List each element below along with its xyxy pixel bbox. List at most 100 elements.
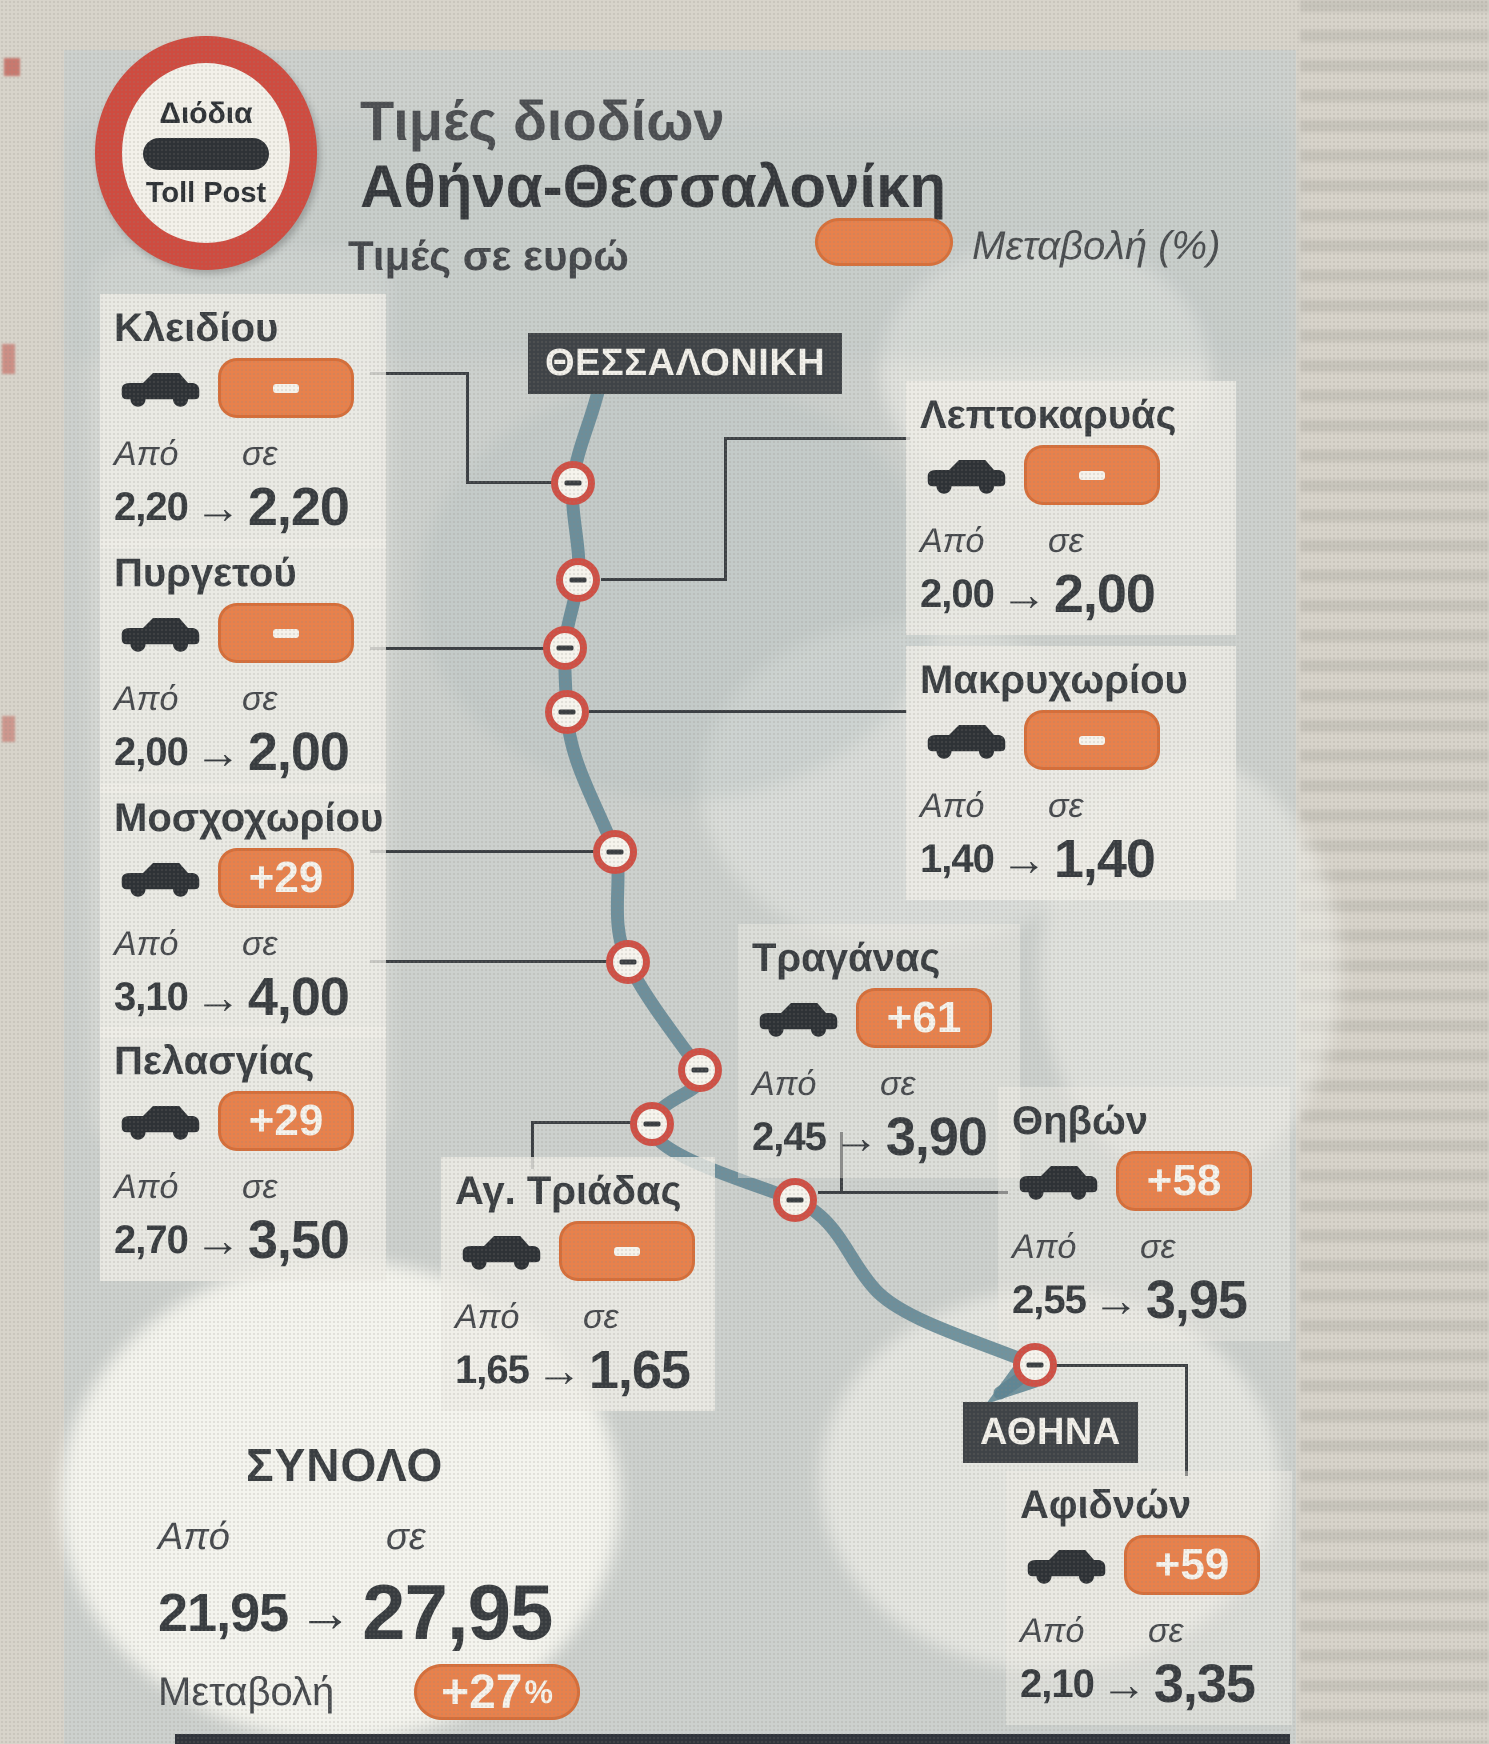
price-to: 2,20 xyxy=(247,477,350,537)
sign-text-english: Toll Post xyxy=(145,176,267,209)
toll-marker xyxy=(551,461,595,505)
change-badge: +29 xyxy=(218,1091,354,1151)
arrow-icon: → xyxy=(1000,568,1047,620)
change-badge: +59 xyxy=(1124,1535,1260,1595)
change-value: +58 xyxy=(1146,1156,1222,1205)
car-icon xyxy=(927,725,1006,759)
page-subtitle-route: Αθήνα-Θεσσαλονίκη xyxy=(360,153,947,220)
city-label-athens: ΑΘΗΝΑ xyxy=(963,1402,1138,1463)
change-badge: +58 xyxy=(1116,1151,1252,1211)
to-label: σε xyxy=(242,680,278,718)
price-to: 1,40 xyxy=(1053,829,1156,889)
total-price-from: 21,95 xyxy=(158,1582,289,1643)
station-change-row: - xyxy=(114,357,376,419)
from-to-labels: Από σε xyxy=(114,925,376,964)
station-change-row: +29 xyxy=(114,847,376,909)
toll-marker xyxy=(773,1178,817,1222)
change-badge: +29 xyxy=(218,848,354,908)
from-label: Από xyxy=(1020,1612,1085,1650)
car-icon xyxy=(759,1003,838,1037)
toll-marker xyxy=(630,1102,674,1146)
from-to-labels: Από σε xyxy=(752,1065,1010,1104)
bottom-rule xyxy=(175,1734,1290,1744)
change-value: - xyxy=(1079,736,1105,745)
toll-marker xyxy=(545,690,589,734)
car-icon xyxy=(927,460,1006,494)
price-from: 2,70 xyxy=(114,1217,189,1262)
station-card-thivon: Θηβών +58 Από σε 2,55 → 3,95 xyxy=(998,1087,1290,1341)
toll-marker xyxy=(606,940,650,984)
from-to-labels: Από σε xyxy=(114,435,376,474)
connector-line xyxy=(840,1132,843,1194)
price-from: 2,00 xyxy=(920,571,995,616)
change-value: - xyxy=(614,1247,640,1256)
price-from: 2,10 xyxy=(1020,1661,1095,1706)
connector-line xyxy=(724,437,910,440)
station-card-pelasgias: Πελασγίας +29 Από σε 2,70 → 3,50 xyxy=(100,1027,386,1281)
station-change-row: +29 xyxy=(114,1090,376,1152)
connector-line xyxy=(466,481,554,484)
total-price-change: 21,95 → 27,95 xyxy=(158,1567,608,1658)
toll-marker xyxy=(556,558,600,602)
to-label: σε xyxy=(583,1298,619,1336)
connector-line xyxy=(370,647,546,650)
connector-line xyxy=(531,1121,633,1124)
page-title: Τιμές διοδίων xyxy=(360,89,725,152)
station-card-moschochoriou: Μοσχοχωρίου +29 Από σε 3,10 → 4,00 xyxy=(100,784,386,1038)
scan-artifact xyxy=(2,344,15,374)
change-badge: - xyxy=(218,603,354,663)
arrow-icon: → xyxy=(832,1111,879,1163)
price-to: 3,50 xyxy=(247,1210,350,1270)
route-arrowhead xyxy=(986,1367,1038,1404)
change-value: - xyxy=(1079,471,1105,480)
arrow-icon: → xyxy=(535,1344,582,1396)
connector-line xyxy=(1056,1364,1188,1367)
station-name: Μοσχοχωρίου xyxy=(114,796,384,840)
connector-line xyxy=(818,1191,1008,1194)
price-change: 2,00 → 2,00 xyxy=(114,721,376,783)
price-from: 2,45 xyxy=(752,1114,827,1159)
city-label-thessaloniki: ΘΕΣΣΑΛΟΝΙΚΗ xyxy=(528,333,843,394)
car-icon xyxy=(121,863,200,897)
connector-line xyxy=(589,710,907,713)
car-icon xyxy=(121,1106,200,1140)
station-card-leptokaryas: Λεπτοκαρυάς - Από σε 2,00 → 2,00 xyxy=(906,381,1236,635)
price-from: 2,00 xyxy=(114,729,189,774)
connector-line xyxy=(724,437,727,581)
change-value: - xyxy=(273,629,299,638)
from-to-labels: Από σε xyxy=(114,1168,376,1207)
from-to-labels: Από σε xyxy=(1012,1228,1280,1267)
connector-line xyxy=(466,372,469,484)
price-change: 2,20 → 2,20 xyxy=(114,476,376,538)
from-to-labels: Από σε xyxy=(114,680,376,719)
from-to-labels: Από σε xyxy=(920,522,1226,561)
change-value: +29 xyxy=(248,853,324,902)
scan-artifact xyxy=(4,58,20,76)
station-card-afidnon: Αφιδνών +59 Από σε 2,10 → 3,35 xyxy=(1006,1471,1292,1725)
connector-line xyxy=(531,1121,534,1169)
price-from: 1,65 xyxy=(455,1347,530,1392)
station-change-row: +58 xyxy=(1012,1150,1280,1212)
toll-marker xyxy=(593,830,637,874)
station-name: Πελασγίας xyxy=(114,1039,315,1083)
to-label: σε xyxy=(242,1168,278,1206)
arrow-icon: → xyxy=(194,1214,241,1266)
from-label: Από xyxy=(114,680,179,718)
price-from: 3,10 xyxy=(114,974,189,1019)
price-to: 2,00 xyxy=(247,722,350,782)
from-label: Από xyxy=(158,1516,230,1558)
map-sea-blob xyxy=(420,380,940,800)
arrow-icon: → xyxy=(194,971,241,1023)
price-to: 3,35 xyxy=(1153,1654,1256,1714)
arrow-icon: → xyxy=(1100,1658,1147,1710)
price-from: 2,20 xyxy=(114,484,189,529)
price-from: 2,55 xyxy=(1012,1277,1087,1322)
from-label: Από xyxy=(455,1298,520,1336)
change-value: +29 xyxy=(248,1096,324,1145)
total-change-value: +27 xyxy=(441,1665,523,1719)
from-label: Από xyxy=(114,1168,179,1206)
price-change: 2,55 → 3,95 xyxy=(1012,1269,1280,1331)
station-name: Αγ. Τριάδας xyxy=(455,1169,682,1213)
price-to: 4,00 xyxy=(247,967,350,1027)
price-change: 2,70 → 3,50 xyxy=(114,1209,376,1271)
